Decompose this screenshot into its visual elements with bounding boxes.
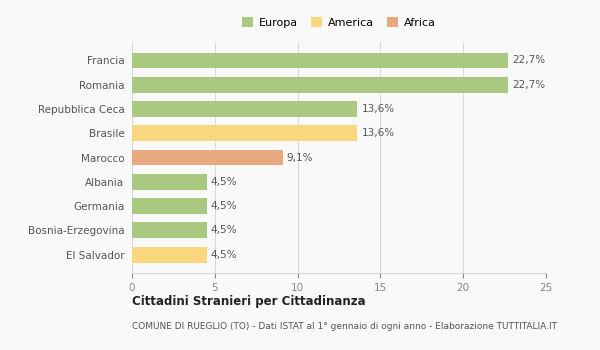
Text: 4,5%: 4,5% [211, 225, 237, 235]
Bar [132, 125, 357, 141]
Bar [132, 52, 508, 68]
Bar [132, 223, 206, 238]
Text: COMUNE DI RUEGLIO (TO) - Dati ISTAT al 1° gennaio di ogni anno - Elaborazione TU: COMUNE DI RUEGLIO (TO) - Dati ISTAT al 1… [132, 322, 557, 331]
Text: 4,5%: 4,5% [211, 177, 237, 187]
Text: 4,5%: 4,5% [211, 201, 237, 211]
Text: 4,5%: 4,5% [211, 250, 237, 260]
Bar [132, 101, 357, 117]
Bar [132, 247, 206, 262]
Text: 13,6%: 13,6% [361, 128, 394, 138]
Text: 13,6%: 13,6% [361, 104, 394, 114]
Bar [132, 198, 206, 214]
Bar [132, 77, 508, 92]
Text: 22,7%: 22,7% [512, 55, 545, 65]
Text: 22,7%: 22,7% [512, 80, 545, 90]
Bar [132, 149, 283, 166]
Text: 9,1%: 9,1% [287, 153, 313, 162]
Text: Cittadini Stranieri per Cittadinanza: Cittadini Stranieri per Cittadinanza [132, 294, 365, 308]
Bar [132, 174, 206, 190]
Legend: Europa, America, Africa: Europa, America, Africa [238, 13, 440, 33]
